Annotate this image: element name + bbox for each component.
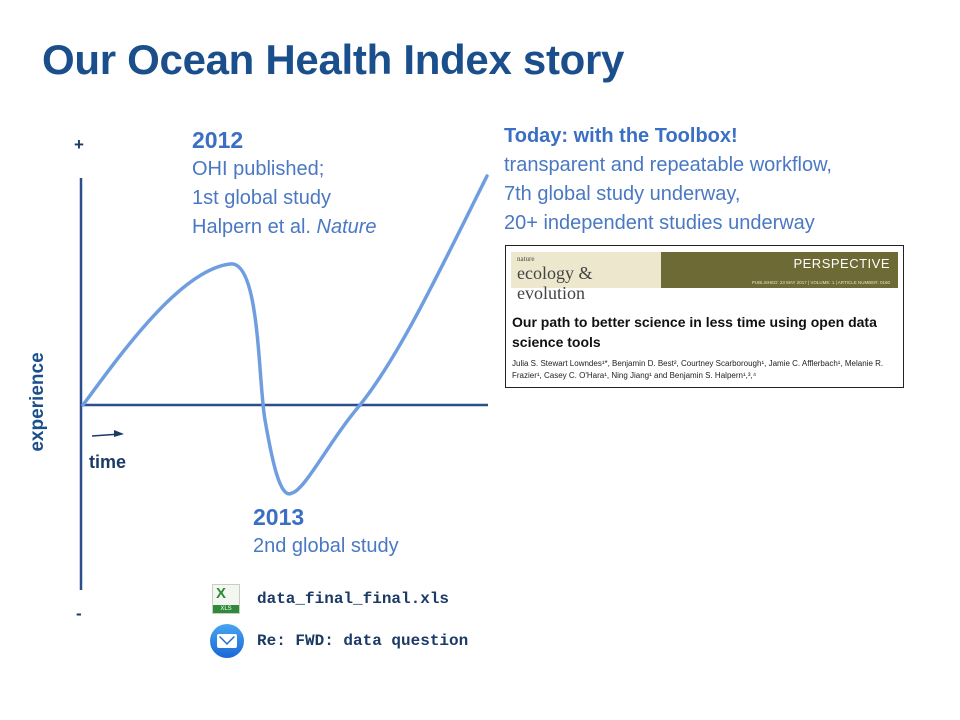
time-arrow (91, 430, 124, 437)
paper-screenshot: nature ecology & evolution PERSPECTIVE P… (505, 245, 904, 388)
paper-title: Our path to better science in less time … (512, 314, 877, 350)
paper-banner: nature ecology & evolution PERSPECTIVE P… (511, 252, 898, 303)
annotation-2012-heading: 2012 (192, 127, 244, 153)
spreadsheet-file: X XLS data_final_final.xls (212, 584, 449, 614)
y-axis-plus-label: + (74, 135, 84, 154)
slide-title: Our Ocean Health Index story (42, 36, 625, 83)
annotation-2013: 2013 2nd global study (253, 503, 399, 561)
annotation-2012-line1: OHI published; (192, 158, 325, 180)
citation-journal: Nature (316, 216, 377, 238)
annotation-2012: 2012 OHI published; 1st global study Hal… (192, 126, 377, 242)
email-message: Re: FWD: data question (210, 624, 468, 658)
citation-authors: Halpern et al. (192, 216, 317, 238)
y-axis-label: experience (27, 352, 48, 452)
paper-type-band: PERSPECTIVE PUBLISHED: 23 MAY 2017 | VOL… (661, 252, 898, 288)
email-subject: Re: FWD: data question (257, 632, 469, 650)
spreadsheet-file-name: data_final_final.xls (257, 590, 450, 608)
paper-authors: Julia S. Stewart Lowndes¹*, Benjamin D. … (512, 359, 884, 380)
journal-logo-small: nature (517, 255, 535, 263)
excel-file-icon: X XLS (212, 584, 240, 614)
excel-x-glyph: X (216, 585, 227, 602)
annotation-2013-line1: 2nd global study (253, 535, 399, 557)
journal-logo: nature ecology & evolution (511, 252, 661, 303)
annotation-2012-citation: Halpern et al. Nature (192, 213, 377, 242)
annotation-today-line1: transparent and repeatable workflow, (504, 154, 832, 176)
experience-curve (81, 174, 489, 496)
x-axis-label: time (89, 452, 127, 472)
excel-badge: XLS (213, 605, 239, 613)
annotation-today-line2: 7th global study underway, (504, 183, 741, 205)
annotation-today-heading: Today: with the Toolbox! (504, 125, 738, 147)
journal-logo-name: ecology & evolution (517, 263, 593, 303)
annotation-2012-line2: 1st global study (192, 187, 331, 209)
annotation-today: Today: with the Toolbox! transparent and… (504, 122, 832, 238)
annotation-2013-heading: 2013 (253, 504, 305, 530)
article-type: PERSPECTIVE (793, 256, 890, 271)
annotation-today-line3: 20+ independent studies underway (504, 212, 815, 234)
y-axis-minus-label: - (76, 604, 82, 623)
article-meta: PUBLISHED: 23 MAY 2017 | VOLUME: 1 | ART… (751, 280, 890, 285)
mail-icon (210, 624, 244, 658)
